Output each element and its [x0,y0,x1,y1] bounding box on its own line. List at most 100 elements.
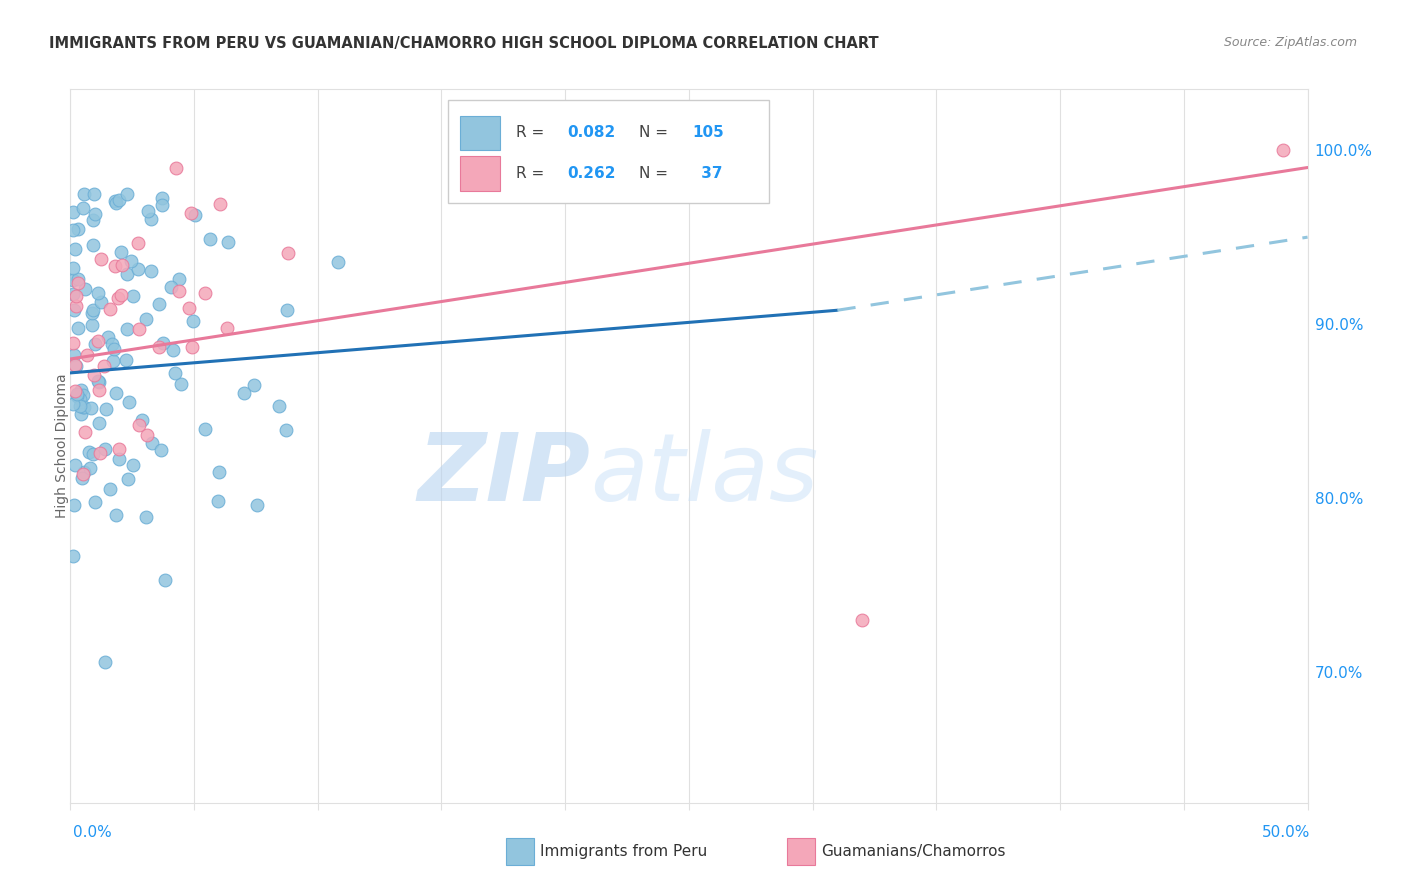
Point [87,383,110,397]
Point [82,238,104,252]
Point [150,190,173,204]
Point [83,495,105,509]
Point [67,272,90,286]
Point [65,288,87,302]
Point [128,418,150,433]
Point [115,267,138,281]
Point [66,386,89,401]
Point [82,212,104,227]
Point [66,389,89,403]
Point [70,471,93,485]
Point [181,314,204,328]
Point [72,387,94,401]
Point [73,425,96,440]
Point [208,465,231,479]
Point [65,359,87,373]
Point [115,186,138,201]
Point [128,321,150,335]
Point [62,205,84,219]
Point [62,273,84,287]
Point [136,428,159,442]
Point [150,198,173,212]
Point [80,401,103,415]
Point [73,400,96,414]
Point [141,263,163,277]
Point [83,206,105,220]
Point [148,297,170,311]
Point [127,261,149,276]
Point [207,494,229,508]
Point [217,235,239,249]
Point [105,385,128,400]
Point [82,447,104,461]
Point [267,399,290,413]
Text: IMMIGRANTS FROM PERU VS GUAMANIAN/CHAMORRO HIGH SCHOOL DIPLOMA CORRELATION CHART: IMMIGRANTS FROM PERU VS GUAMANIAN/CHAMOR… [49,36,879,51]
Text: 0.082: 0.082 [568,125,616,140]
Point [104,196,127,211]
FancyBboxPatch shape [460,156,499,191]
Point [66,221,89,235]
Point [120,254,142,268]
Text: 0.262: 0.262 [568,166,616,181]
Point [87,375,110,389]
Y-axis label: High School Diploma: High School Diploma [55,374,69,518]
Point [79,460,101,475]
Point [152,336,174,351]
Point [83,368,105,382]
Point [117,472,139,486]
Point [1271,143,1294,157]
Point [67,276,90,290]
Point [118,395,141,409]
Text: Source: ZipAtlas.com: Source: ZipAtlas.com [1223,36,1357,49]
Point [108,193,131,207]
Point [114,353,136,368]
Point [63,498,86,512]
Point [127,236,149,251]
Point [277,246,299,260]
Point [98,482,121,496]
Point [131,413,153,427]
Point [155,573,177,587]
Point [162,343,184,357]
Point [108,442,131,457]
FancyBboxPatch shape [460,116,499,150]
Text: 50.0%: 50.0% [1263,825,1310,840]
Point [84,336,107,351]
Point [276,303,298,318]
Point [76,348,98,362]
Point [105,508,128,522]
Point [276,423,298,437]
Point [180,206,202,220]
Point [62,260,84,275]
Point [72,467,94,482]
Point [101,354,124,368]
Point [69,392,91,406]
Point [245,498,267,512]
Point [90,252,112,266]
Point [139,212,162,227]
Point [148,340,170,354]
Point [62,549,84,564]
Point [167,284,190,298]
Point [69,407,91,421]
Point [150,443,173,458]
Point [90,294,112,309]
Point [93,359,115,374]
Point [111,258,134,272]
Point [82,302,104,317]
Point [180,340,202,354]
Point [107,291,129,305]
Point [232,386,254,401]
Point [67,321,90,335]
Point [77,445,100,459]
Text: R =: R = [516,125,548,140]
Point [80,318,103,332]
Text: 37: 37 [696,166,723,181]
Point [62,223,84,237]
Point [101,337,124,351]
Point [104,260,127,274]
Point [104,194,127,208]
Point [851,613,873,627]
Point [217,321,239,335]
Point [97,330,120,344]
